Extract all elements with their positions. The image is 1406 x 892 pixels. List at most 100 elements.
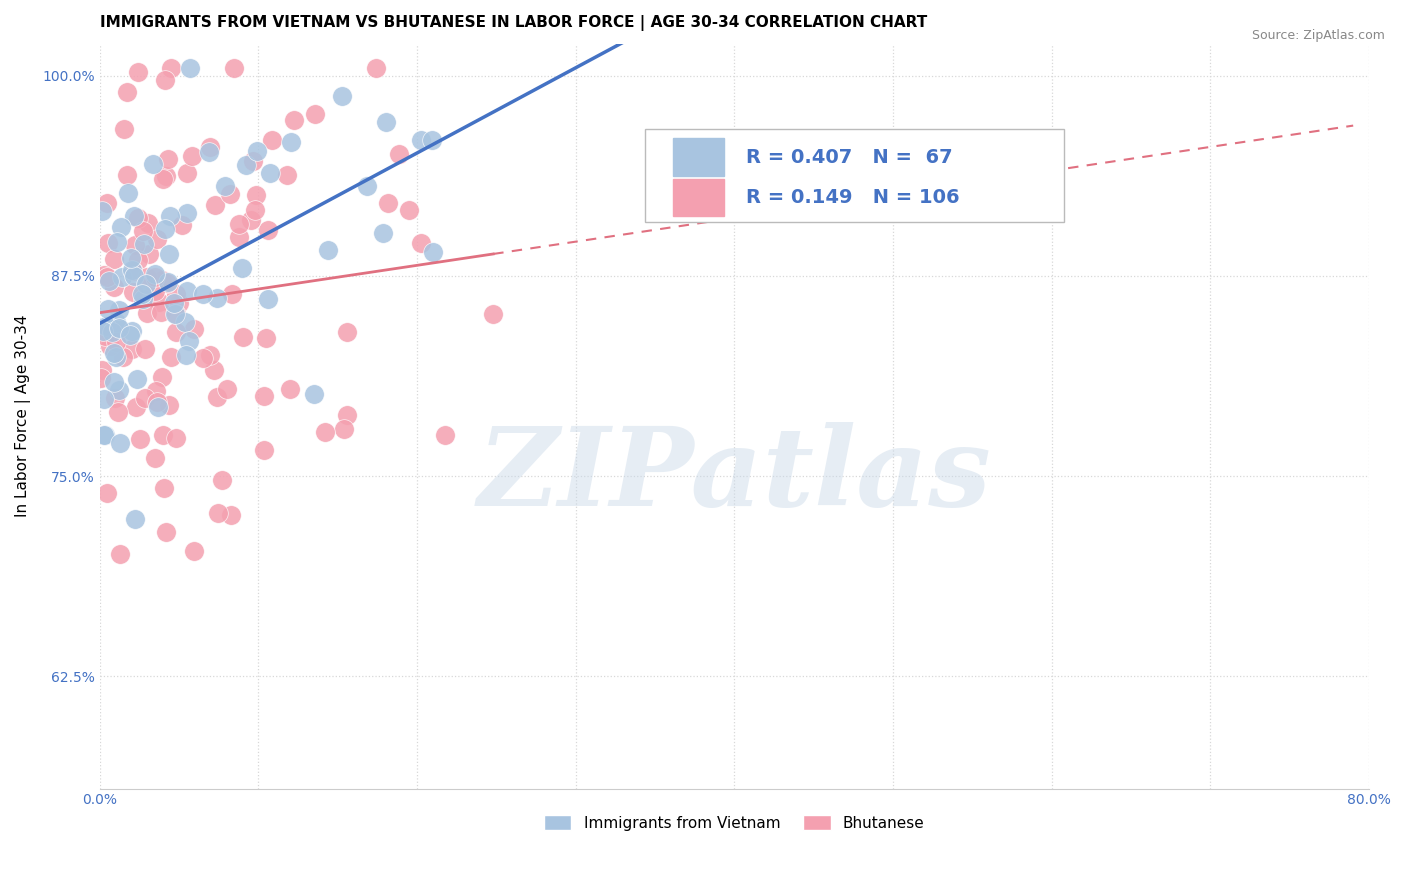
Point (377, 196, 399, 211)
Point (97, 235, 120, 250)
Point (94, 428, 117, 442)
Legend: Immigrants from Vietnam, Bhutanese: Immigrants from Vietnam, Bhutanese (538, 809, 931, 837)
Point (232, 329, 254, 343)
Point (245, 188, 267, 202)
Point (110, 436, 132, 450)
Point (121, 324, 143, 338)
Point (177, 334, 200, 349)
Point (146, 395, 169, 409)
Point (254, 331, 277, 345)
Point (179, 61, 201, 75)
Point (163, 307, 186, 321)
Point (104, 391, 127, 405)
Point (127, 64, 149, 78)
Point (96, 195, 118, 210)
Point (420, 133, 443, 147)
Point (304, 107, 326, 121)
Point (278, 383, 301, 397)
Point (388, 147, 411, 161)
Point (222, 61, 245, 75)
Point (214, 178, 236, 193)
Point (103, 376, 125, 390)
Text: IMMIGRANTS FROM VIETNAM VS BHUTANESE IN LABOR FORCE | AGE 30-34 CORRELATION CHAR: IMMIGRANTS FROM VIETNAM VS BHUTANESE IN … (100, 15, 927, 31)
Point (91, 363, 114, 377)
Point (205, 292, 228, 306)
Point (316, 243, 339, 257)
FancyBboxPatch shape (673, 178, 724, 216)
Point (336, 325, 359, 339)
Point (122, 285, 145, 299)
Point (91, 324, 114, 338)
Text: R = 0.407   N =  67: R = 0.407 N = 67 (745, 147, 952, 167)
Point (117, 85, 139, 99)
Point (118, 328, 141, 343)
Text: R = 0.149   N = 106: R = 0.149 N = 106 (745, 188, 959, 207)
Point (121, 262, 143, 277)
Point (120, 252, 142, 266)
Point (146, 232, 169, 246)
Text: Source: ZipAtlas.com: Source: ZipAtlas.com (1251, 29, 1385, 42)
Point (96, 486, 118, 500)
Point (243, 202, 266, 217)
Point (176, 167, 198, 181)
Point (94, 329, 117, 343)
Point (108, 302, 131, 317)
Point (205, 390, 228, 404)
Point (181, 149, 204, 163)
Point (105, 335, 128, 350)
Point (108, 320, 131, 334)
Point (165, 306, 187, 320)
Point (152, 172, 174, 186)
Point (127, 252, 149, 267)
Point (134, 391, 156, 405)
Point (155, 276, 177, 290)
Point (152, 428, 174, 442)
Point (143, 267, 166, 281)
Point (122, 263, 145, 277)
Point (93, 427, 115, 442)
Point (132, 292, 155, 306)
Point (150, 273, 173, 287)
Point (101, 325, 124, 339)
Point (153, 221, 176, 235)
Point (122, 268, 145, 283)
Point (482, 307, 505, 321)
Point (127, 211, 149, 225)
Point (143, 450, 166, 465)
Point (107, 384, 129, 398)
Point (148, 295, 170, 310)
Point (422, 245, 444, 260)
Point (169, 296, 191, 310)
Point (219, 186, 242, 201)
Point (219, 508, 242, 523)
Point (145, 384, 167, 398)
Point (150, 370, 173, 384)
Point (98, 338, 121, 352)
Point (165, 431, 187, 445)
Point (283, 113, 305, 128)
Point (103, 252, 125, 266)
Point (221, 287, 243, 301)
Point (112, 121, 135, 136)
FancyBboxPatch shape (673, 138, 724, 176)
Point (242, 153, 264, 168)
Point (155, 169, 177, 183)
Point (246, 144, 269, 158)
Point (103, 346, 125, 360)
Point (104, 315, 127, 329)
Y-axis label: In Labor Force | Age 30-34: In Labor Force | Age 30-34 (15, 315, 31, 517)
Point (183, 544, 205, 558)
Point (125, 401, 148, 415)
Point (191, 287, 214, 301)
Point (253, 389, 276, 403)
Point (198, 348, 221, 362)
Point (107, 405, 129, 419)
Point (90, 204, 112, 219)
Point (117, 186, 139, 200)
Point (314, 425, 336, 439)
Point (356, 178, 378, 193)
Point (112, 351, 135, 365)
Point (155, 524, 177, 539)
Point (165, 287, 187, 301)
Point (262, 133, 284, 147)
